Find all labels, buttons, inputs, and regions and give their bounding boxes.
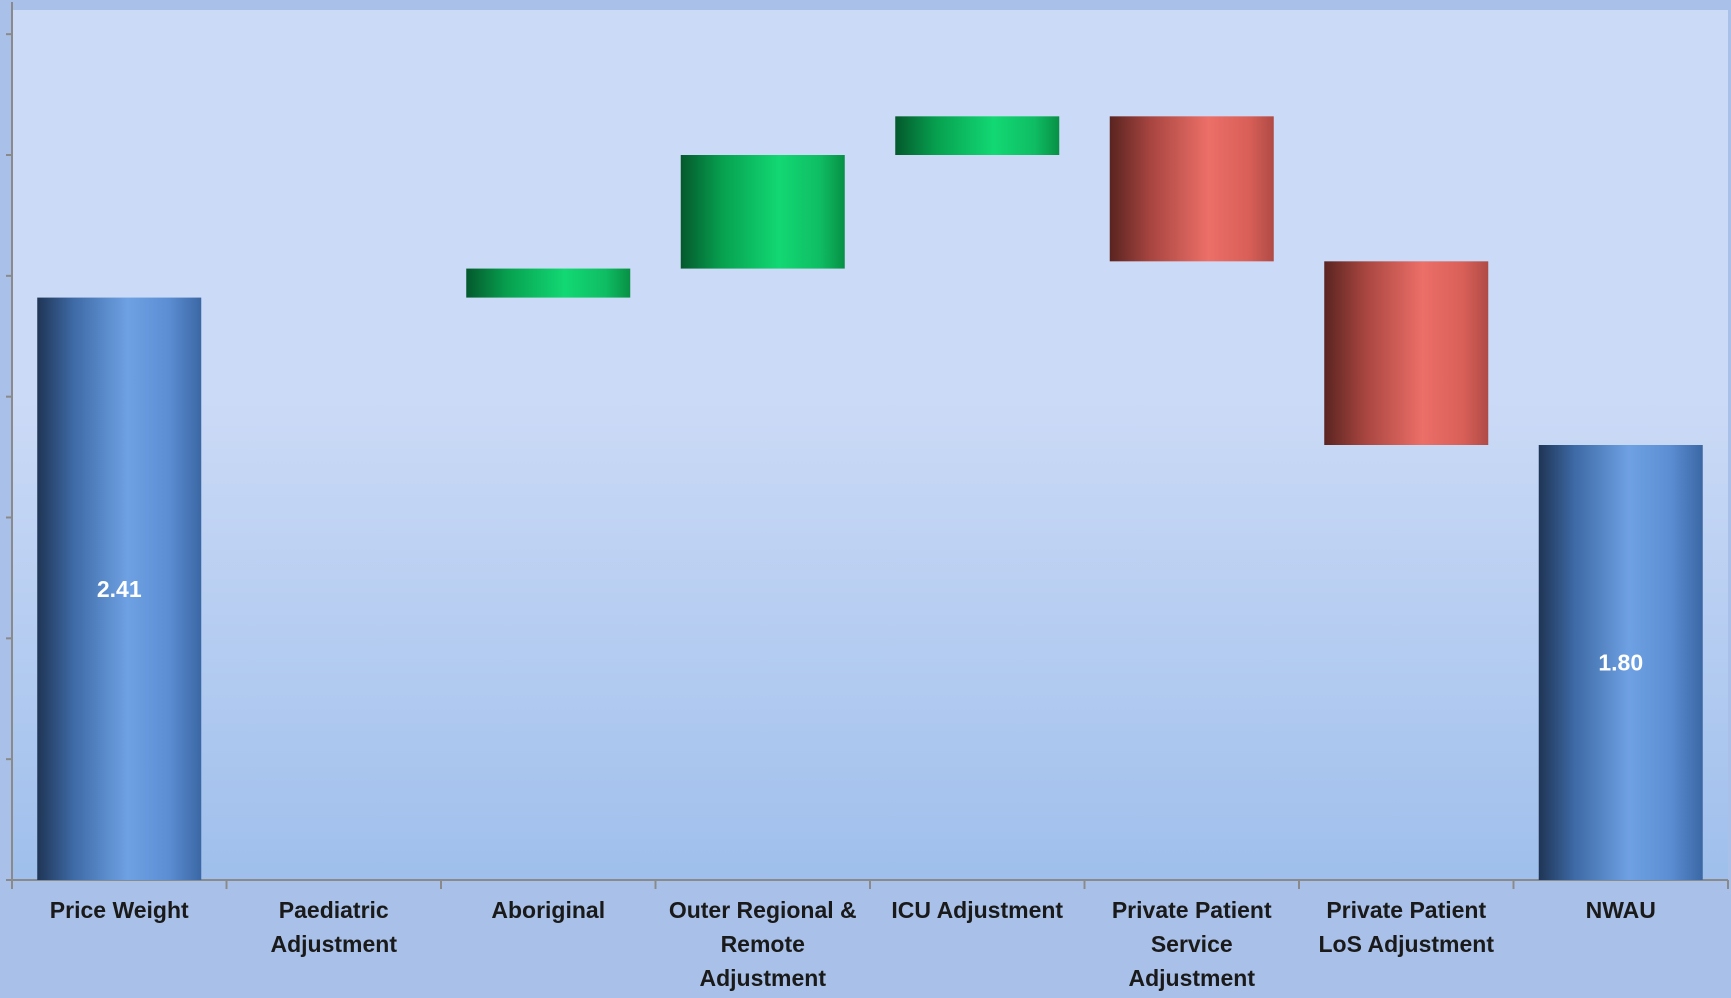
x-tick-label: NWAU: [1586, 897, 1656, 923]
x-tick-label: Price Weight: [50, 897, 189, 923]
bars: [37, 116, 1703, 880]
data-label: 1.80: [1598, 650, 1643, 676]
bar-decrease: [1324, 261, 1489, 445]
bar-total: [1538, 445, 1703, 880]
data-label: 2.41: [97, 576, 142, 602]
bar-decrease: [1109, 116, 1274, 262]
x-tick-label: Outer Regional & Remote Adjustment: [669, 897, 857, 991]
labels: 2.41 Price Weight Paediatric Adjustment Abor…: [50, 576, 1656, 991]
bar-total: [37, 297, 202, 880]
bar-increase: [680, 155, 845, 269]
x-tick-label: ICU Adjustment: [891, 897, 1063, 923]
axes: [6, 2, 1729, 889]
x-tick-label: Paediatric Adjustment: [271, 897, 398, 957]
x-tick-label: Private Patient Service Adjustment: [1112, 897, 1272, 991]
bar-increase: [895, 116, 1060, 155]
x-tick-label: Private Patient LoS Adjustment: [1319, 897, 1495, 957]
x-tick-label: Aboriginal: [491, 897, 605, 923]
bar-increase: [466, 268, 631, 298]
